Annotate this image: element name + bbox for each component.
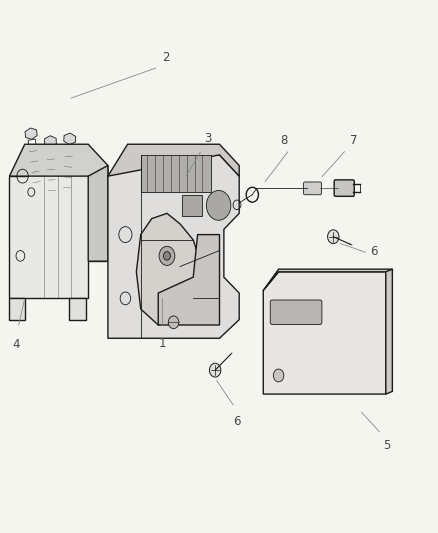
Circle shape	[273, 369, 283, 382]
Circle shape	[168, 316, 178, 329]
Polygon shape	[263, 272, 385, 394]
Text: 1: 1	[159, 337, 166, 350]
Polygon shape	[63, 144, 73, 191]
Polygon shape	[182, 195, 201, 216]
Circle shape	[206, 190, 230, 220]
Polygon shape	[136, 213, 201, 325]
Polygon shape	[88, 165, 108, 261]
Polygon shape	[44, 136, 56, 147]
FancyBboxPatch shape	[303, 182, 321, 195]
Text: 2: 2	[162, 52, 170, 64]
Text: 5: 5	[383, 439, 390, 453]
Polygon shape	[64, 133, 76, 144]
Polygon shape	[47, 148, 56, 193]
FancyBboxPatch shape	[270, 300, 321, 325]
Polygon shape	[10, 144, 108, 176]
Polygon shape	[25, 128, 37, 139]
Polygon shape	[10, 298, 25, 320]
Polygon shape	[108, 155, 239, 338]
Text: 6: 6	[233, 415, 240, 429]
Text: 6: 6	[370, 245, 377, 258]
FancyBboxPatch shape	[333, 180, 353, 196]
Polygon shape	[141, 155, 210, 192]
Circle shape	[159, 246, 174, 265]
Circle shape	[209, 364, 220, 377]
Polygon shape	[158, 235, 219, 325]
Polygon shape	[263, 269, 392, 290]
Polygon shape	[10, 155, 106, 298]
Polygon shape	[68, 298, 86, 320]
Text: 8: 8	[279, 134, 287, 147]
Polygon shape	[108, 144, 239, 176]
Text: 3: 3	[204, 132, 211, 146]
Polygon shape	[28, 139, 41, 185]
Text: 4: 4	[12, 338, 20, 351]
Text: 7: 7	[349, 134, 357, 147]
Circle shape	[163, 252, 170, 260]
Polygon shape	[385, 269, 392, 394]
Circle shape	[327, 230, 338, 244]
